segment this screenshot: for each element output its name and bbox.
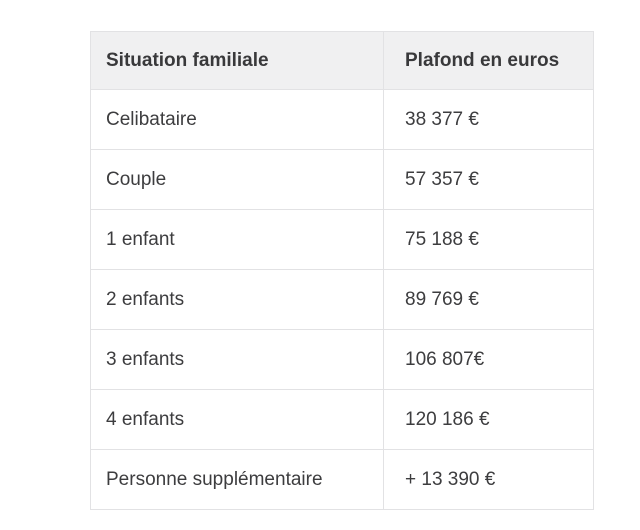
table-row: 2 enfants 89 769 € xyxy=(90,269,594,330)
cell-plafond: + 13 390 € xyxy=(383,449,594,510)
plafond-table: Situation familiale Plafond en euros Cel… xyxy=(90,31,594,510)
cell-situation: 2 enfants xyxy=(90,269,384,330)
table-row: Couple 57 357 € xyxy=(90,149,594,210)
cell-plafond: 38 377 € xyxy=(383,89,594,150)
table-row: 3 enfants 106 807€ xyxy=(90,329,594,390)
column-header-plafond: Plafond en euros xyxy=(383,31,594,90)
cell-plafond: 106 807€ xyxy=(383,329,594,390)
table-row: 1 enfant 75 188 € xyxy=(90,209,594,270)
cell-plafond: 89 769 € xyxy=(383,269,594,330)
cell-situation: 1 enfant xyxy=(90,209,384,270)
column-header-situation: Situation familiale xyxy=(90,31,384,90)
cell-situation: 3 enfants xyxy=(90,329,384,390)
cell-situation: Personne supplémentaire xyxy=(90,449,384,510)
cell-situation: 4 enfants xyxy=(90,389,384,450)
table-row: Personne supplémentaire + 13 390 € xyxy=(90,449,594,510)
cell-plafond: 120 186 € xyxy=(383,389,594,450)
cell-situation: Celibataire xyxy=(90,89,384,150)
table-header-row: Situation familiale Plafond en euros xyxy=(90,31,594,90)
cell-plafond: 75 188 € xyxy=(383,209,594,270)
cell-situation: Couple xyxy=(90,149,384,210)
table-row: 4 enfants 120 186 € xyxy=(90,389,594,450)
table-row: Celibataire 38 377 € xyxy=(90,89,594,150)
cell-plafond: 57 357 € xyxy=(383,149,594,210)
